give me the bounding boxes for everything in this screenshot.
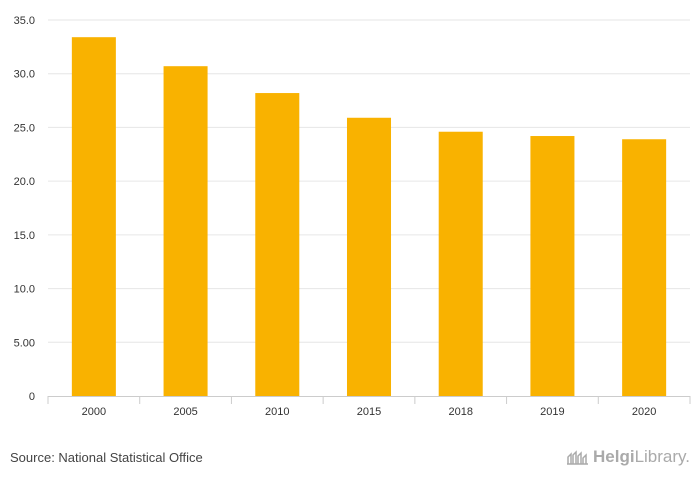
bars [71, 37, 667, 397]
y-tick-label: 35.0 [14, 15, 35, 27]
bar-2019[interactable] [530, 136, 575, 396]
bar-2018[interactable] [438, 131, 483, 396]
x-axis: 2000 2005 2010 2015 2018 2019 2020 [47, 396, 691, 418]
x-tick-label: 2000 [82, 406, 106, 418]
y-tick-label: 0 [29, 391, 35, 403]
bar-2015[interactable] [346, 117, 392, 396]
x-tick-label: 2015 [357, 406, 381, 418]
y-tick-label: 25.0 [14, 122, 35, 134]
y-tick-label: 20.0 [14, 176, 35, 188]
bar-2000[interactable] [71, 37, 116, 397]
x-tick-label: 2018 [448, 406, 472, 418]
bar-2005[interactable] [163, 66, 208, 397]
x-tick-label: 2010 [265, 406, 289, 418]
y-tick-label: 15.0 [14, 230, 35, 242]
y-tick-label: 5.00 [14, 337, 35, 349]
logo-icon [567, 450, 588, 465]
source-note: Source: National Statistical Office [10, 450, 203, 465]
x-tick-label: 2019 [540, 406, 564, 418]
y-axis: 0 5.00 10.0 15.0 20.0 25.0 30.0 35.0 [14, 15, 35, 403]
brand-name-part2: Library. [634, 447, 690, 466]
x-tick-label: 2005 [173, 406, 197, 418]
bar-2020[interactable] [622, 139, 667, 396]
brand-name-part1: Helgi [593, 447, 635, 466]
helgi-library-logo[interactable]: HelgiLibrary. [567, 447, 690, 467]
y-tick-label: 30.0 [14, 69, 35, 81]
y-tick-label: 10.0 [14, 284, 35, 296]
x-tick-label: 2020 [632, 406, 656, 418]
bar-2010[interactable] [255, 93, 300, 397]
